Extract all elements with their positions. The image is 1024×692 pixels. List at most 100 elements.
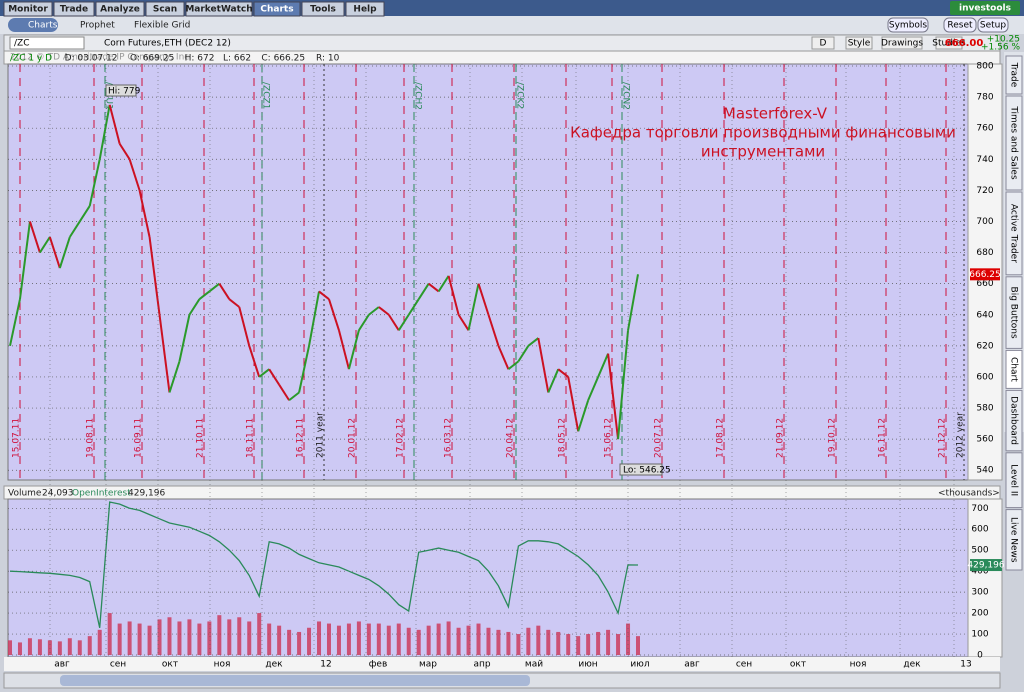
info-field: R: 10 [316, 54, 340, 64]
side-tab[interactable] [1005, 389, 1023, 452]
side-tab-label[interactable]: Chart [1009, 357, 1019, 382]
side-tab[interactable] [1005, 95, 1023, 191]
price-segment [467, 283, 480, 331]
side-tab-label[interactable]: Live News [1009, 517, 1019, 563]
side-tab-label[interactable]: Active Trader [1009, 204, 1019, 263]
subtab-label[interactable]: Prophet [80, 21, 115, 31]
price-segment [98, 104, 111, 160]
date-marker: 16.09.11 [134, 418, 144, 458]
tab[interactable] [3, 1, 53, 17]
x-tick-label: авг [684, 660, 700, 670]
volume-bar [336, 625, 341, 655]
subtab[interactable] [8, 18, 58, 32]
tool-button[interactable] [845, 36, 873, 50]
tab-label[interactable]: Monitor [8, 5, 48, 15]
tool-label[interactable]: Style [848, 39, 871, 49]
y-tick-label: 700 [971, 504, 988, 514]
button-label[interactable]: Setup [980, 21, 1006, 31]
price-segment [557, 368, 569, 378]
side-tab[interactable] [1005, 191, 1023, 276]
volume-bar [596, 631, 601, 655]
tab-label[interactable]: Scan [153, 5, 177, 15]
tab[interactable] [95, 1, 145, 17]
date-marker: 18.05.12 [558, 418, 568, 458]
button[interactable] [943, 17, 977, 33]
button[interactable] [977, 17, 1009, 33]
tool-label[interactable]: Studies [932, 39, 966, 49]
volume-bar [446, 621, 451, 655]
side-tab-label[interactable]: Big Buttons [1009, 287, 1019, 339]
side-tab[interactable] [1005, 349, 1023, 389]
button[interactable] [887, 17, 929, 33]
price-segment [497, 345, 510, 370]
side-tab-label[interactable]: Trade [1009, 62, 1019, 88]
symbol[interactable]: /ZC [14, 39, 29, 49]
button-label[interactable]: Reset [947, 21, 973, 31]
tab[interactable] [253, 1, 301, 17]
volume-bar [546, 629, 551, 655]
price-segment [337, 330, 350, 370]
side-tab[interactable] [1005, 509, 1023, 571]
tool-label[interactable]: D [820, 39, 827, 49]
oi-label: 429,196 [967, 561, 1004, 571]
volume-bar [476, 623, 481, 655]
side-tab[interactable] [1005, 55, 1023, 95]
tab-label[interactable]: MarketWatch [185, 5, 252, 15]
hi-label-box [105, 84, 137, 97]
tab-label[interactable]: Tools [310, 5, 336, 15]
volume-bar [27, 638, 32, 655]
price-segment [258, 368, 270, 378]
volume-info: 429,196 [128, 489, 165, 499]
price-segment [208, 282, 220, 293]
price-segment [387, 314, 400, 331]
change: +10.25 [987, 35, 1020, 45]
tab-label[interactable]: Analyze [100, 5, 140, 15]
tool-label[interactable]: Drawings [881, 39, 923, 49]
tab-label[interactable]: Help [353, 5, 377, 15]
subtab-label[interactable]: Flexible Grid [134, 21, 190, 31]
tab[interactable] [185, 1, 253, 17]
button-label[interactable]: Symbols [889, 21, 928, 31]
tool-button[interactable] [811, 36, 835, 50]
side-tab-label[interactable]: Dashboard [1009, 396, 1019, 445]
tab[interactable] [301, 1, 345, 17]
lo-label: Lo: 546.25 [623, 466, 671, 476]
tab-label[interactable]: Charts [260, 5, 293, 15]
volume-bar [127, 621, 132, 655]
symbol-input[interactable] [9, 36, 85, 50]
price-segment [627, 274, 639, 331]
price-segment [378, 306, 390, 316]
volume-bar [147, 625, 152, 655]
info-field: /ZC 1 y D [10, 54, 52, 64]
date-marker: 2011 year [316, 412, 326, 458]
subtab-label[interactable]: Charts [28, 21, 58, 31]
volume-bar [536, 625, 541, 655]
tool-button[interactable] [935, 36, 963, 50]
brand[interactable]: investools [959, 4, 1011, 14]
price-segment [158, 314, 171, 393]
tab[interactable] [145, 1, 185, 17]
x-tick-label: ноя [850, 660, 867, 670]
tab[interactable] [345, 1, 385, 17]
volume-bar [207, 621, 212, 655]
brand-button[interactable] [950, 1, 1020, 15]
side-tab-label[interactable]: Level II [1009, 464, 1019, 496]
y-tick-label: 640 [976, 310, 993, 320]
info-field: O: 669.25 [130, 54, 174, 64]
tab[interactable] [53, 1, 95, 17]
side-tab-label[interactable]: Times and Sales [1009, 105, 1019, 180]
scroll-thumb[interactable] [60, 675, 530, 686]
side-tab[interactable] [1005, 452, 1023, 509]
price-segment [437, 275, 450, 292]
watermark: 2012 © TD Ameritrade IP Company, Inc [10, 53, 189, 63]
volume-bar [8, 640, 12, 655]
open-interest-line [9, 501, 639, 628]
tab-label[interactable]: Trade [60, 5, 88, 15]
price-segment [288, 391, 300, 402]
price-segment [188, 298, 201, 316]
time-axis [4, 657, 1000, 671]
tool-button[interactable] [881, 36, 923, 50]
price-segment [487, 314, 500, 347]
side-tab[interactable] [1005, 276, 1023, 349]
volume-bar [117, 623, 122, 655]
